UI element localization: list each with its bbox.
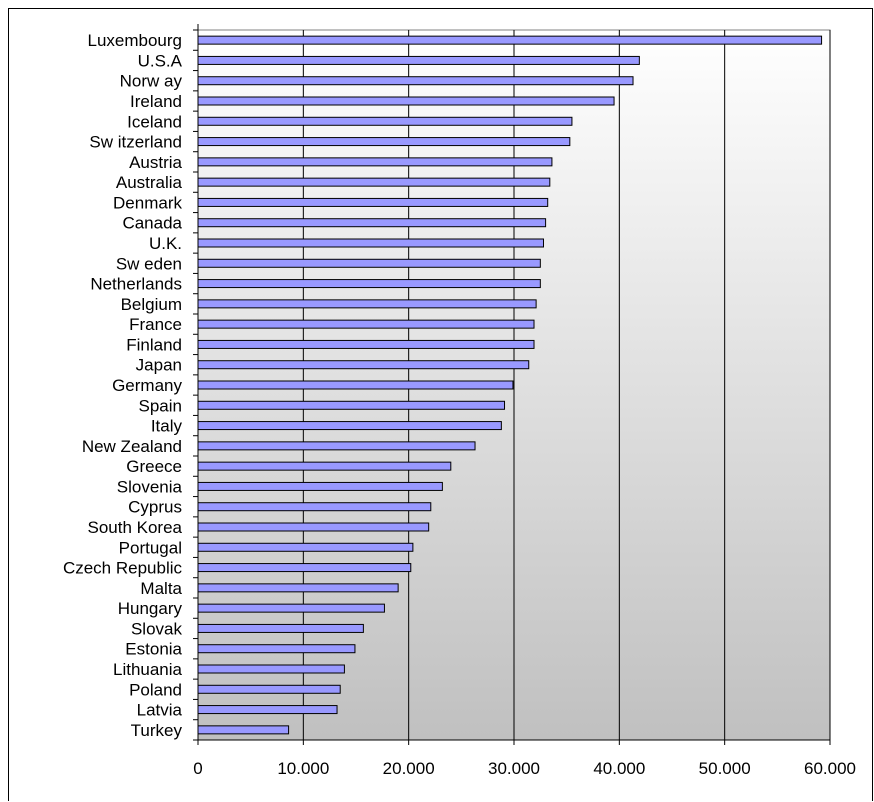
category-label: Netherlands [90, 275, 182, 294]
category-label: Czech Republic [63, 559, 183, 578]
bar [197, 319, 535, 329]
bar [197, 116, 573, 126]
x-tick-label: 10.000 [277, 759, 329, 778]
bar [197, 177, 551, 187]
bar [197, 522, 430, 532]
category-label: Sw eden [116, 254, 182, 273]
bar [197, 279, 541, 289]
bar [197, 664, 345, 674]
category-label: Lithuania [113, 660, 183, 679]
x-tick-label: 50.000 [699, 759, 751, 778]
category-label: Denmark [113, 193, 182, 212]
category-label: U.K. [149, 234, 182, 253]
bar [197, 96, 615, 106]
bar [197, 76, 634, 86]
bar [197, 137, 571, 147]
category-label: Ireland [130, 92, 182, 111]
bar [197, 563, 412, 573]
x-tick-label: 60.000 [804, 759, 856, 778]
category-label: U.S.A [138, 51, 183, 70]
bar [197, 502, 432, 512]
category-label: Japan [136, 356, 182, 375]
category-label: France [129, 315, 182, 334]
category-label: Belgium [121, 295, 182, 314]
category-label: Latvia [137, 701, 183, 720]
category-label: Luxembourg [87, 31, 182, 50]
page-top-strip [0, 0, 874, 8]
category-label: Finland [126, 335, 182, 354]
bar [197, 360, 530, 370]
category-label: Cyprus [128, 498, 182, 517]
bar [197, 684, 341, 694]
category-label: New Zealand [82, 437, 182, 456]
bar [197, 55, 640, 65]
bar [197, 441, 476, 451]
bar [197, 299, 537, 309]
bar [197, 705, 338, 715]
bar [197, 157, 553, 167]
bar [197, 644, 356, 654]
bar [197, 421, 502, 431]
category-label: Spain [139, 396, 182, 415]
category-label: Greece [126, 457, 182, 476]
bar [197, 35, 823, 45]
x-tick-label: 20.000 [383, 759, 435, 778]
category-label: Slovak [131, 619, 183, 638]
bars [197, 35, 823, 735]
category-label: Australia [116, 173, 183, 192]
bar [197, 481, 443, 491]
category-label: South Korea [87, 518, 182, 537]
bar [197, 339, 535, 349]
bar [197, 400, 506, 410]
category-label: Iceland [127, 112, 182, 131]
bar [197, 218, 547, 228]
category-label: Malta [140, 579, 182, 598]
bar [197, 725, 290, 735]
category-label: Portugal [119, 538, 182, 557]
category-label: Estonia [125, 640, 182, 659]
category-label: Turkey [131, 721, 183, 740]
category-label: Slovenia [117, 477, 183, 496]
x-axis-ticks: 0 10.000 20.000 30.000 40.000 50.000 60.000 [193, 740, 856, 778]
category-label: Poland [129, 680, 182, 699]
category-label: Hungary [118, 599, 183, 618]
category-label: Italy [151, 417, 183, 436]
x-tick-label: 40.000 [593, 759, 645, 778]
bar [197, 258, 541, 268]
category-label: Germany [112, 376, 182, 395]
chart-frame [8, 8, 873, 801]
bar [197, 461, 452, 471]
category-label: Austria [129, 153, 182, 172]
bar [197, 238, 544, 248]
x-tick-label: 0 [193, 759, 202, 778]
bar [197, 542, 414, 552]
category-label: Sw itzerland [89, 133, 182, 152]
bar [197, 583, 399, 593]
bar [197, 197, 549, 207]
bar [197, 623, 364, 633]
bar [197, 380, 514, 390]
x-tick-label: 30.000 [488, 759, 540, 778]
category-label: Canada [122, 214, 182, 233]
bar [197, 603, 385, 613]
category-label: Norw ay [120, 72, 183, 91]
